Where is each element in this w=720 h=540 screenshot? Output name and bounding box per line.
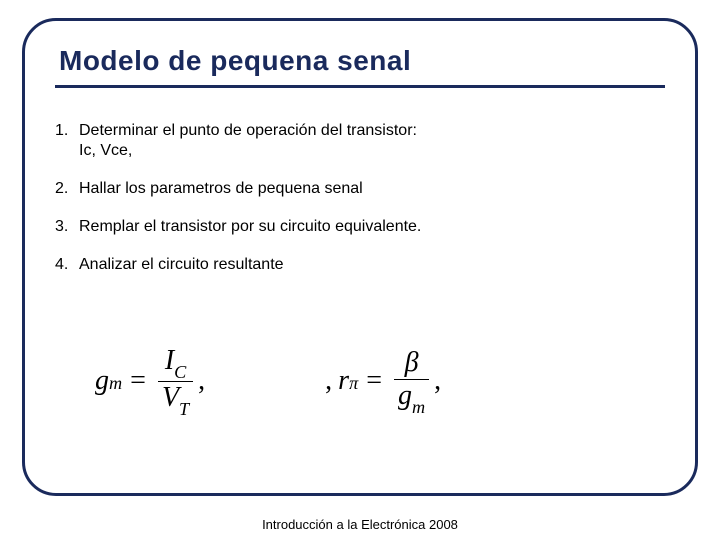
slide-title: Modelo de pequena senal (55, 45, 665, 77)
steps-list: 1. Determinar el punto de operación del … (55, 121, 435, 293)
list-item: 3. Remplar el transistor por su circuito… (55, 217, 435, 237)
gm-numerator: IC (161, 347, 190, 381)
gm-lhs-sub: m (109, 373, 122, 394)
slide-footer: Introducción a la Electrónica 2008 (0, 517, 720, 532)
step-text: Hallar los parametros de pequena senal (79, 179, 435, 199)
step-text: Analizar el circuito resultante (79, 255, 435, 275)
list-item: 2. Hallar los parametros de pequena sena… (55, 179, 435, 199)
formula-row: gm = IC VT , , rπ = β gm , (95, 341, 595, 421)
gm-denominator: VT (158, 381, 193, 416)
step-number: 4. (55, 255, 79, 275)
step-number: 2. (55, 179, 79, 199)
rpi-trailing: , (434, 365, 441, 397)
slide-frame: Modelo de pequena senal 1. Determinar el… (22, 18, 698, 496)
rpi-fraction: β gm (394, 349, 429, 414)
rpi-lhs: r (338, 365, 349, 397)
step-text: Determinar el punto de operación del tra… (79, 121, 435, 161)
rpi-eq: = (366, 365, 382, 397)
title-block: Modelo de pequena senal (55, 45, 665, 88)
title-underline (55, 85, 665, 88)
gm-fraction: IC VT (158, 347, 193, 416)
rpi-prefix: , (325, 365, 332, 397)
step-text: Remplar el transistor por su circuito eq… (79, 217, 435, 237)
formula-gm: gm = IC VT , (95, 347, 205, 416)
list-item: 4. Analizar el circuito resultante (55, 255, 435, 275)
rpi-numerator: β (401, 349, 423, 379)
step-number: 1. (55, 121, 79, 161)
gm-eq: = (130, 365, 146, 397)
gm-trailing: , (198, 365, 205, 397)
rpi-denominator: gm (394, 379, 429, 414)
gm-lhs: g (95, 365, 109, 397)
rpi-lhs-sub: π (349, 373, 358, 394)
step-number: 3. (55, 217, 79, 237)
list-item: 1. Determinar el punto de operación del … (55, 121, 435, 161)
formula-rpi: , rπ = β gm , (325, 349, 441, 414)
